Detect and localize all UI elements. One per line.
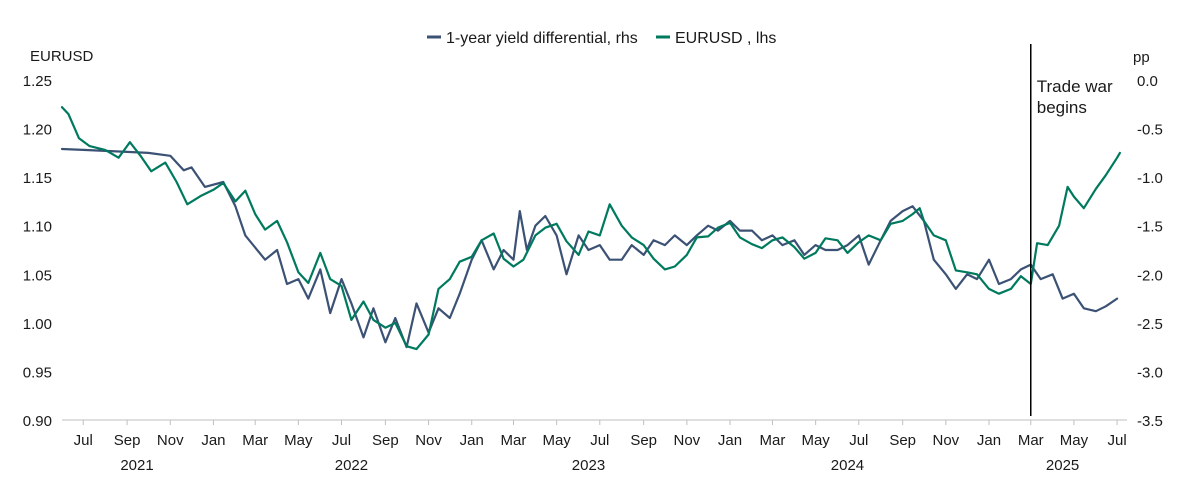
x-year-label: 2022 — [335, 457, 368, 474]
x-tick-label: May — [542, 432, 571, 449]
x-tick-label: Mar — [501, 432, 527, 449]
yield-differential-series-line — [60, 147, 1119, 349]
right-tick-label: -3.5 — [1137, 413, 1163, 430]
right-tick-label: -2.0 — [1137, 267, 1163, 284]
right-tick-label: -1.5 — [1137, 219, 1163, 236]
left-tick-label: 1.20 — [23, 122, 52, 139]
x-tick-label: Mar — [242, 432, 268, 449]
x-year-label: 2024 — [831, 457, 864, 474]
x-tick-label: Sep — [630, 432, 657, 449]
x-tick-label: Jan — [718, 432, 742, 449]
legend: 1-year yield differential, rhs EURUSD , … — [427, 30, 776, 47]
x-tick-label: Sep — [889, 432, 916, 449]
right-tick-label: -2.5 — [1137, 316, 1163, 333]
right-axis-ticks: 0.0 -0.5 -1.0 -1.5 -2.0 -2.5 -3.0 -3.5 — [1137, 73, 1163, 430]
trade-war-annotation-line-1: Trade war — [1037, 77, 1113, 96]
x-tick-label: Sep — [372, 432, 399, 449]
x-tick-label: Jul — [332, 432, 351, 449]
x-tick-label: Jul — [590, 432, 609, 449]
x-tick-label: Nov — [157, 432, 184, 449]
right-tick-label: -1.0 — [1137, 170, 1163, 187]
x-tick-label: Jul — [1107, 432, 1126, 449]
x-tick-label: May — [284, 432, 313, 449]
trade-war-annotation: Trade war begins — [1030, 44, 1113, 416]
left-tick-label: 0.90 — [23, 413, 52, 430]
right-tick-label: 0.0 — [1137, 73, 1158, 90]
x-tick-label: Jan — [977, 432, 1001, 449]
x-tick-label: May — [1060, 432, 1089, 449]
x-year-label: 2025 — [1046, 457, 1079, 474]
left-axis-ticks: 1.25 1.20 1.15 1.10 1.05 1.00 0.95 0.90 — [23, 73, 52, 430]
x-tick-label: Jan — [201, 432, 225, 449]
x-tick-label: Jul — [74, 432, 93, 449]
trade-war-annotation-line-2: begins — [1037, 98, 1087, 117]
x-tick-label: Nov — [415, 432, 442, 449]
legend-label-eurusd: EURUSD , lhs — [675, 30, 776, 47]
x-tick-label: Jan — [460, 432, 484, 449]
left-tick-label: 1.10 — [23, 219, 52, 236]
left-tick-label: 1.00 — [23, 316, 52, 333]
series-lines — [60, 106, 1122, 351]
left-tick-label: 1.25 — [23, 73, 52, 90]
left-tick-label: 1.15 — [23, 170, 52, 187]
right-axis-title: pp — [1133, 49, 1150, 66]
left-axis-title: EURUSD — [30, 48, 94, 65]
legend-label-yield-differential: 1-year yield differential, rhs — [446, 30, 638, 47]
left-tick-label: 1.05 — [23, 267, 52, 284]
left-tick-label: 0.95 — [23, 364, 52, 381]
eurusd-series-line — [60, 106, 1122, 351]
x-tick-label: Nov — [674, 432, 701, 449]
x-tick-label: Jul — [849, 432, 868, 449]
x-axis: Jul Sep Nov Jan Mar May Jul Sep Nov Jan Mar May Jul S… — [62, 419, 1127, 474]
right-tick-label: -0.5 — [1137, 122, 1163, 139]
x-year-label: 2023 — [572, 457, 605, 474]
x-tick-label: Mar — [1018, 432, 1044, 449]
x-tick-label: Nov — [933, 432, 960, 449]
x-tick-label: Mar — [760, 432, 786, 449]
x-tick-label: May — [801, 432, 830, 449]
x-year-label: 2021 — [120, 457, 153, 474]
x-tick-label: Sep — [114, 432, 141, 449]
right-tick-label: -3.0 — [1137, 364, 1163, 381]
